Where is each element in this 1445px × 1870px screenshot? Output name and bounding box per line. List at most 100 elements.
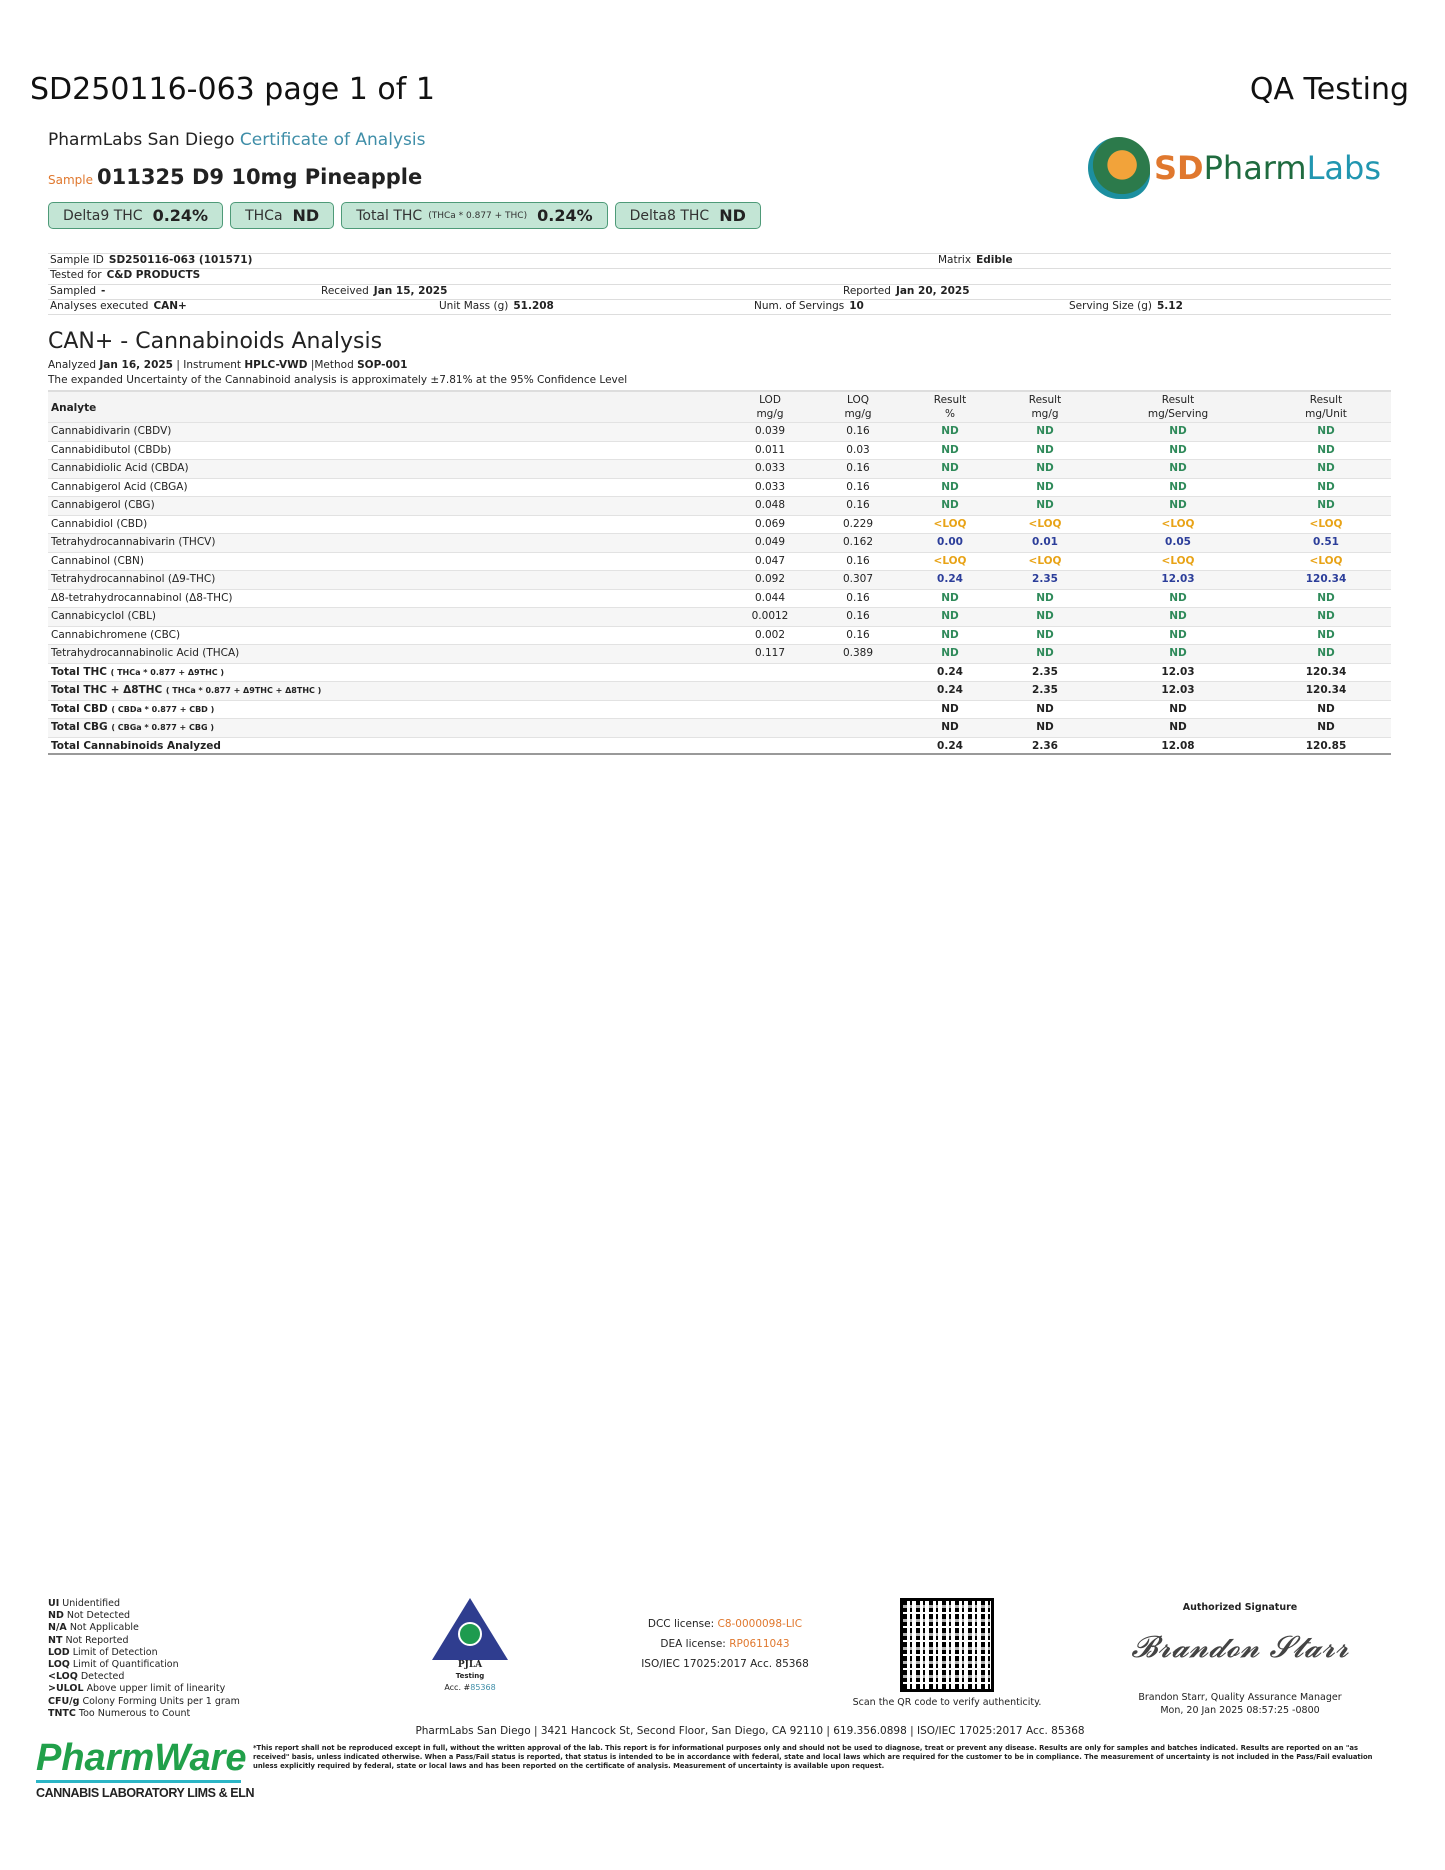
serving-size: 5.12 (1156, 300, 1183, 313)
cell-mgs: 12.03 (1161, 684, 1195, 696)
atom-icon (458, 1622, 482, 1646)
cell-loq: 0.16 (846, 480, 870, 493)
qr-pattern (903, 1601, 991, 1689)
header-line: Result (1309, 394, 1343, 406)
cell-mgs: 12.08 (1161, 739, 1195, 752)
cell-mgs: ND (1169, 591, 1187, 604)
cell-lod: 0.0012 (751, 610, 789, 622)
cell-mgu: ND (1317, 591, 1335, 604)
cell-pct: 0.24 (937, 739, 963, 752)
badge-value: ND (719, 206, 746, 225)
table-row: Cannabinol (CBN) 0.047 0.16 <LOQ <LOQ <LOQ <LO… (48, 551, 1391, 571)
table-row: Cannabigerol (CBG) 0.048 0.16 ND ND ND ND (48, 496, 1391, 515)
qr-code[interactable] (900, 1598, 994, 1692)
legend-abbr: >ULOL (48, 1683, 84, 1695)
cell-mgs: ND (1169, 499, 1187, 511)
legend-abbr: LOD (48, 1646, 70, 1658)
cell-loq: 0.16 (846, 610, 870, 622)
cell-mgs: ND (1169, 425, 1187, 437)
analyte: Tetrahydrocannabivarin (THCV) (51, 536, 216, 548)
badge-delta8-thc: Delta8 THC ND (614, 202, 761, 229)
analyte: Cannabicyclol (CBL) (51, 610, 157, 622)
reported-date: Jan 20, 2025 (895, 284, 970, 297)
cell-pct: <LOQ (933, 517, 967, 530)
legend-item: ND Not Detected (48, 1610, 240, 1622)
label: Reported (843, 284, 891, 297)
cell-lod: 0.049 (754, 536, 786, 548)
label: |Method (310, 359, 354, 371)
cell-mgg: ND (1036, 647, 1054, 659)
cell-mgu: ND (1317, 647, 1335, 659)
table-row: Tetrahydrocannabinol (Δ9-THC) 0.092 0.307 0… (48, 570, 1391, 589)
matrix: Edible (976, 254, 1013, 266)
footer-address: PharmLabs San Diego | 3421 Hancock St, S… (415, 1725, 1085, 1737)
analyte: Cannabinol (CBN) (51, 554, 145, 567)
legend-text: Colony Forming Units per 1 gram (82, 1695, 240, 1707)
label: Analyzed (48, 359, 97, 371)
cell-pct: ND (941, 628, 959, 641)
total-analyte: Total THC + Δ8THC ( THCa * 0.877 + Δ9THC… (51, 684, 321, 697)
cell-mgu: 120.34 (1305, 573, 1347, 585)
badge-label: Delta8 THC (629, 207, 710, 224)
cell-loq: 0.307 (842, 573, 874, 585)
header-line: LOD (759, 394, 781, 406)
analyte: Cannabidiolic Acid (CBDA) (51, 462, 189, 474)
badge-total-thc: Total THC (THCa * 0.877 + THC) 0.24% (341, 202, 608, 229)
cell-loq: 0.16 (846, 499, 870, 511)
total-formula: ( THCa * 0.877 + Δ9THC ) (110, 667, 225, 677)
analyte: Cannabigerol Acid (CBGA) (51, 480, 188, 493)
analysis-title: CAN+ - Cannabinoids Analysis (48, 329, 383, 354)
cell-mgg: <LOQ (1028, 517, 1062, 530)
cell-mgu: 120.34 (1305, 684, 1347, 696)
total-analyte: Total THC ( THCa * 0.877 + Δ9THC ) (51, 666, 224, 679)
header-line: Result (1028, 394, 1062, 406)
received-date: Jan 15, 2025 (373, 284, 448, 297)
cell-loq: 0.162 (842, 536, 874, 548)
unit-mass: 51.208 (513, 300, 554, 313)
cell-mgu: ND (1317, 702, 1335, 715)
pharmware-name: PharmWare (36, 1736, 247, 1783)
header-unit: % (945, 407, 955, 420)
header-unit: mg/Unit (1305, 407, 1347, 420)
legend-item: LOD Limit of Detection (48, 1647, 240, 1659)
cell-pct: ND (941, 721, 959, 733)
cell-lod: 0.069 (754, 517, 786, 530)
pjla-acc: Acc. #85368 (425, 1682, 515, 1693)
iso-accreditation: ISO/IEC 17025:2017 Acc. 85368 (641, 1658, 809, 1670)
total-row: Total Cannabinoids Analyzed 0.24 2.36 12.0… (48, 736, 1391, 755)
cell-mgg: ND (1036, 480, 1054, 493)
legend-item: NT Not Reported (48, 1635, 240, 1647)
total-formula: ( CBDa * 0.877 + CBD ) (111, 704, 215, 714)
signature-date: Mon, 20 Jan 2025 08:57:25 -0800 (1160, 1704, 1320, 1716)
page-title: SD250116-063 page 1 of 1 (30, 72, 435, 107)
cell-mgu: ND (1317, 499, 1335, 511)
cell-lod: 0.048 (754, 499, 786, 511)
header-unit: mg/Serving (1147, 407, 1209, 420)
analyte: Cannabigerol (CBG) (51, 499, 155, 511)
total-row: Total THC ( THCa * 0.877 + Δ9THC ) 0.24 2.… (48, 662, 1391, 682)
column-header: LOQ mg/g (844, 394, 871, 421)
sample-info: Sample ID SD250116-063 (101571) Matrix Edib… (48, 253, 1391, 315)
tested-for: C&D PRODUCTS (106, 269, 201, 282)
analyte: Tetrahydrocannabinol (Δ9-THC) (51, 573, 216, 585)
cell-mgs: ND (1169, 628, 1187, 641)
label: Tested for (50, 269, 102, 282)
total-formula: ( THCa * 0.877 + Δ9THC + Δ8THC ) (165, 686, 322, 695)
cell-loq: 0.03 (846, 443, 870, 456)
pjla-name: PJLA (457, 1660, 483, 1670)
cell-mgg: 2.36 (1032, 739, 1058, 752)
analyte: Tetrahydrocannabinolic Acid (THCA) (51, 647, 240, 659)
pharmware-logo: PharmWare CANNABIS LABORATORY LIMS & ELN (36, 1736, 255, 1801)
cell-pct: ND (941, 591, 959, 604)
legend-abbr: NT (48, 1634, 63, 1646)
legend-item: <LOQ Detected (48, 1671, 240, 1683)
label: Analyses executed (50, 300, 149, 313)
cell-lod: 0.092 (754, 573, 786, 585)
table-row: Cannabigerol Acid (CBGA) 0.033 0.16 ND ND ND N… (48, 477, 1391, 497)
dea-license: RP0611043 (729, 1638, 790, 1650)
column-header: Analyte (51, 402, 97, 414)
sample-label: Sample (48, 173, 93, 187)
cell-lod: 0.033 (754, 462, 786, 474)
total-analyte: Total Cannabinoids Analyzed (51, 740, 221, 753)
cell-lod: 0.044 (754, 591, 786, 604)
